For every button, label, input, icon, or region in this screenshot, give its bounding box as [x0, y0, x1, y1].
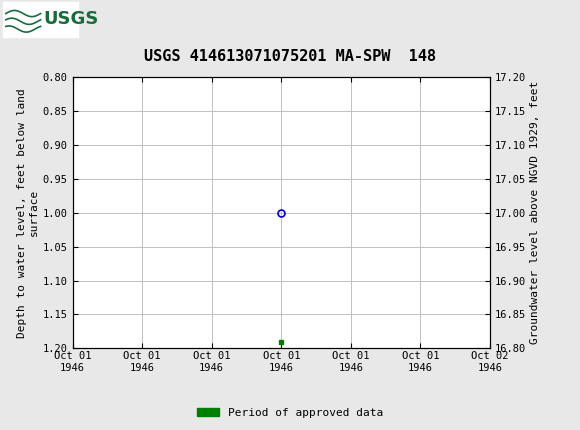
Text: USGS 414613071075201 MA-SPW  148: USGS 414613071075201 MA-SPW 148 — [144, 49, 436, 64]
Y-axis label: Groundwater level above NGVD 1929, feet: Groundwater level above NGVD 1929, feet — [530, 81, 541, 344]
Y-axis label: Depth to water level, feet below land
surface: Depth to water level, feet below land su… — [17, 88, 38, 338]
Legend: Period of approved data: Period of approved data — [193, 403, 387, 422]
Text: USGS: USGS — [44, 10, 99, 28]
